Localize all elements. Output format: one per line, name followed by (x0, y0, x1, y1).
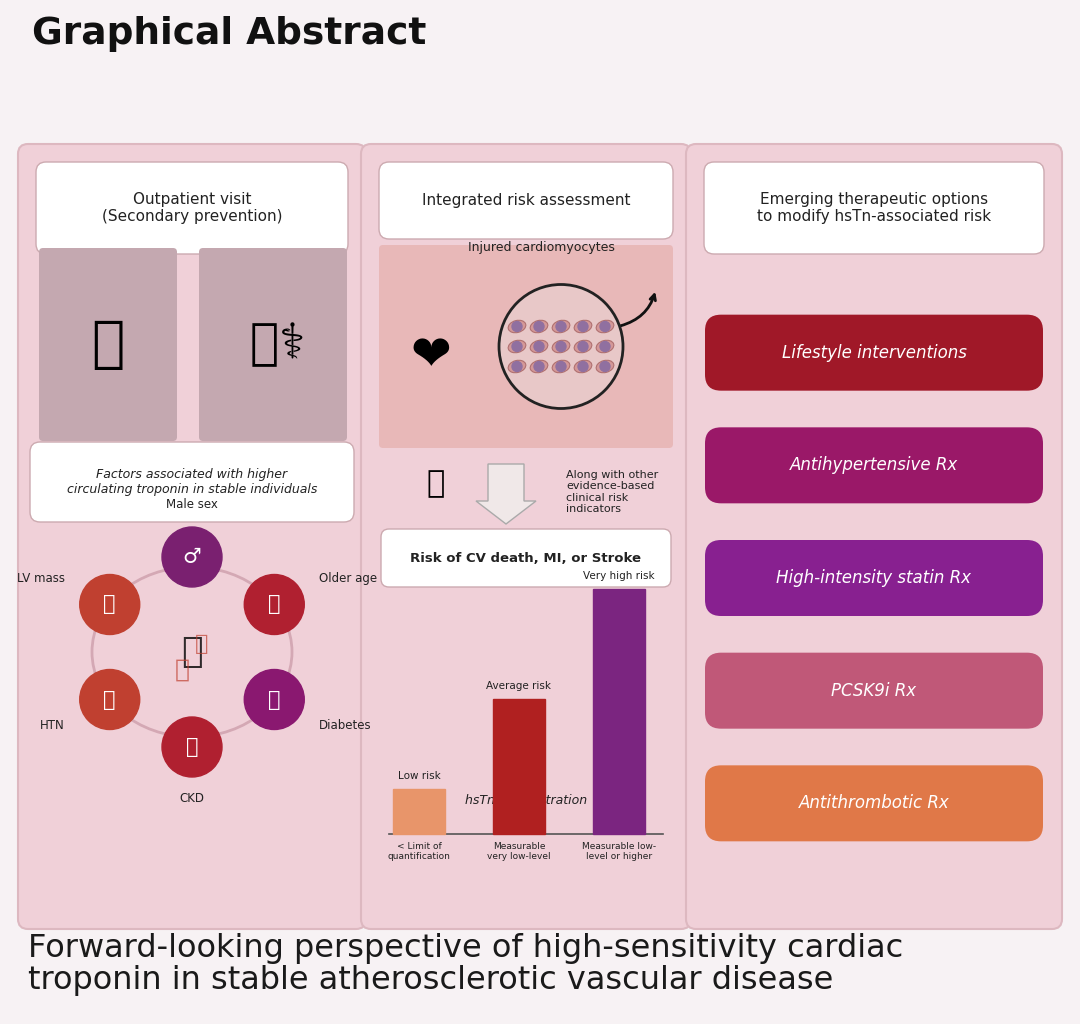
Circle shape (162, 717, 222, 777)
Circle shape (600, 361, 610, 372)
Circle shape (244, 670, 305, 729)
Text: Factors associated with higher
circulating troponin in stable individuals: Factors associated with higher circulati… (67, 468, 318, 496)
Text: Emerging therapeutic options
to modify hsTn-associated risk: Emerging therapeutic options to modify h… (757, 191, 991, 224)
Circle shape (578, 341, 588, 351)
Text: Older age: Older age (320, 572, 377, 585)
Text: Risk of CV death, MI, or Stroke: Risk of CV death, MI, or Stroke (410, 552, 642, 564)
Ellipse shape (596, 321, 613, 333)
FancyBboxPatch shape (381, 529, 671, 587)
Circle shape (578, 361, 588, 372)
Text: 👩‍⚕️: 👩‍⚕️ (251, 321, 306, 369)
FancyBboxPatch shape (705, 427, 1043, 504)
Circle shape (578, 322, 588, 332)
Ellipse shape (575, 340, 592, 352)
FancyBboxPatch shape (686, 144, 1062, 929)
Circle shape (556, 341, 566, 351)
FancyBboxPatch shape (379, 245, 673, 449)
Text: 💬: 💬 (181, 635, 203, 669)
Ellipse shape (575, 360, 592, 373)
Ellipse shape (552, 340, 570, 352)
Ellipse shape (552, 321, 570, 333)
Ellipse shape (509, 321, 526, 333)
FancyBboxPatch shape (704, 162, 1044, 254)
Text: troponin in stable atherosclerotic vascular disease: troponin in stable atherosclerotic vascu… (28, 965, 834, 995)
Text: 👴: 👴 (92, 317, 124, 372)
FancyBboxPatch shape (18, 144, 366, 929)
Polygon shape (476, 464, 536, 524)
Circle shape (512, 322, 522, 332)
FancyBboxPatch shape (379, 162, 673, 239)
Text: Lifestyle interventions: Lifestyle interventions (782, 344, 967, 361)
Text: Very high risk: Very high risk (583, 571, 654, 581)
Circle shape (556, 361, 566, 372)
Text: Along with other
evidence-based
clinical risk
indicators: Along with other evidence-based clinical… (566, 470, 658, 514)
FancyArrowPatch shape (500, 467, 512, 507)
Text: 🫀: 🫀 (104, 595, 116, 614)
Bar (393, 790, 445, 834)
Ellipse shape (530, 360, 548, 373)
Text: hsTn Concentration: hsTn Concentration (464, 795, 588, 808)
Ellipse shape (575, 321, 592, 333)
Ellipse shape (530, 340, 548, 352)
FancyBboxPatch shape (705, 765, 1043, 842)
FancyBboxPatch shape (705, 540, 1043, 616)
Circle shape (244, 574, 305, 635)
Text: Average risk: Average risk (486, 681, 552, 691)
Text: Forward-looking perspective of high-sensitivity cardiac: Forward-looking perspective of high-sens… (28, 933, 903, 964)
Text: High-intensity statin Rx: High-intensity statin Rx (777, 569, 972, 587)
FancyBboxPatch shape (36, 162, 348, 254)
Text: 🫀: 🫀 (104, 689, 116, 710)
Text: 🚶: 🚶 (268, 595, 281, 614)
Text: Male sex: Male sex (166, 499, 218, 512)
Text: 📊: 📊 (268, 689, 281, 710)
Text: < Limit of
quantification: < Limit of quantification (388, 842, 450, 861)
Text: Antithrombotic Rx: Antithrombotic Rx (798, 795, 949, 812)
Text: 👤: 👤 (195, 634, 208, 654)
Ellipse shape (509, 340, 526, 352)
Ellipse shape (552, 360, 570, 373)
Text: Integrated risk assessment: Integrated risk assessment (422, 193, 631, 208)
Circle shape (80, 670, 139, 729)
Circle shape (600, 341, 610, 351)
Circle shape (534, 322, 544, 332)
Text: Measurable
very low-level: Measurable very low-level (487, 842, 551, 861)
FancyBboxPatch shape (39, 248, 177, 441)
Circle shape (534, 341, 544, 351)
Text: Injured cardiomyocytes: Injured cardiomyocytes (468, 241, 615, 254)
Text: PCSK9i Rx: PCSK9i Rx (832, 682, 917, 699)
Bar (593, 589, 645, 834)
Text: Measurable low-
level or higher: Measurable low- level or higher (582, 842, 656, 861)
Circle shape (512, 341, 522, 351)
Text: 🧪: 🧪 (427, 469, 445, 499)
Circle shape (80, 574, 139, 635)
Text: 💉: 💉 (186, 737, 199, 757)
Circle shape (499, 285, 623, 409)
Circle shape (512, 361, 522, 372)
FancyBboxPatch shape (30, 442, 354, 522)
Text: HTN: HTN (40, 719, 65, 732)
Text: Diabetes: Diabetes (320, 719, 372, 732)
Text: 👤: 👤 (175, 658, 189, 682)
Text: ♂: ♂ (183, 547, 201, 567)
Text: Low risk: Low risk (397, 771, 441, 781)
Ellipse shape (509, 360, 526, 373)
Text: ❤️: ❤️ (410, 333, 451, 381)
Circle shape (600, 322, 610, 332)
Circle shape (162, 527, 222, 587)
Text: LV mass: LV mass (16, 572, 65, 585)
Text: CKD: CKD (179, 793, 204, 806)
FancyBboxPatch shape (199, 248, 347, 441)
FancyBboxPatch shape (705, 652, 1043, 729)
Ellipse shape (596, 360, 613, 373)
Ellipse shape (530, 321, 548, 333)
Text: Antihypertensive Rx: Antihypertensive Rx (789, 457, 958, 474)
FancyBboxPatch shape (361, 144, 691, 929)
Circle shape (556, 322, 566, 332)
Bar (492, 699, 545, 834)
Circle shape (534, 361, 544, 372)
Text: Graphical Abstract: Graphical Abstract (32, 16, 427, 52)
FancyBboxPatch shape (705, 314, 1043, 391)
Text: Outpatient visit
(Secondary prevention): Outpatient visit (Secondary prevention) (102, 191, 282, 224)
Ellipse shape (596, 340, 613, 352)
